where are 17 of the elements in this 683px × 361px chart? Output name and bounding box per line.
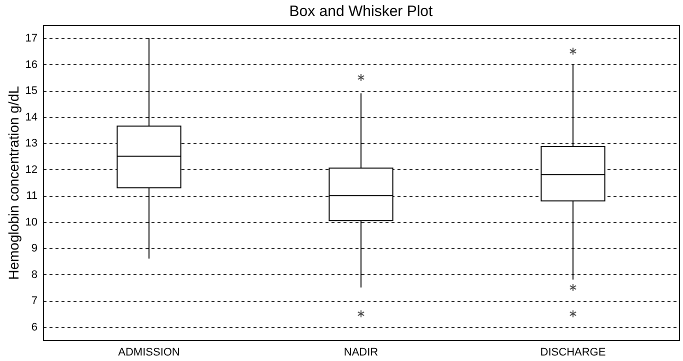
y-tick-label: 6 <box>31 321 38 334</box>
y-tick-label: 7 <box>31 295 38 308</box>
y-tick-label: 17 <box>25 32 38 45</box>
y-tick-label: 12 <box>25 164 38 176</box>
y-tick-label: 16 <box>25 58 38 71</box>
y-tick-label: 10 <box>25 216 38 228</box>
y-tick-label: 8 <box>31 268 38 281</box>
y-tick-label: 13 <box>25 138 38 150</box>
y-tick-label: 11 <box>26 190 38 202</box>
x-tick-label: NADIR <box>344 346 378 358</box>
x-tick-label: DISCHARGE <box>540 346 606 358</box>
chart-title: Box and Whisker Plot <box>289 3 434 20</box>
y-tick-label: 15 <box>25 85 38 98</box>
y-axis-title: Hemoglobin concentration g/dL <box>5 86 22 280</box>
y-tick-label: 9 <box>31 242 38 255</box>
y-tick-label: 14 <box>25 111 38 124</box>
x-tick-label: ADMISSION <box>118 346 180 358</box>
